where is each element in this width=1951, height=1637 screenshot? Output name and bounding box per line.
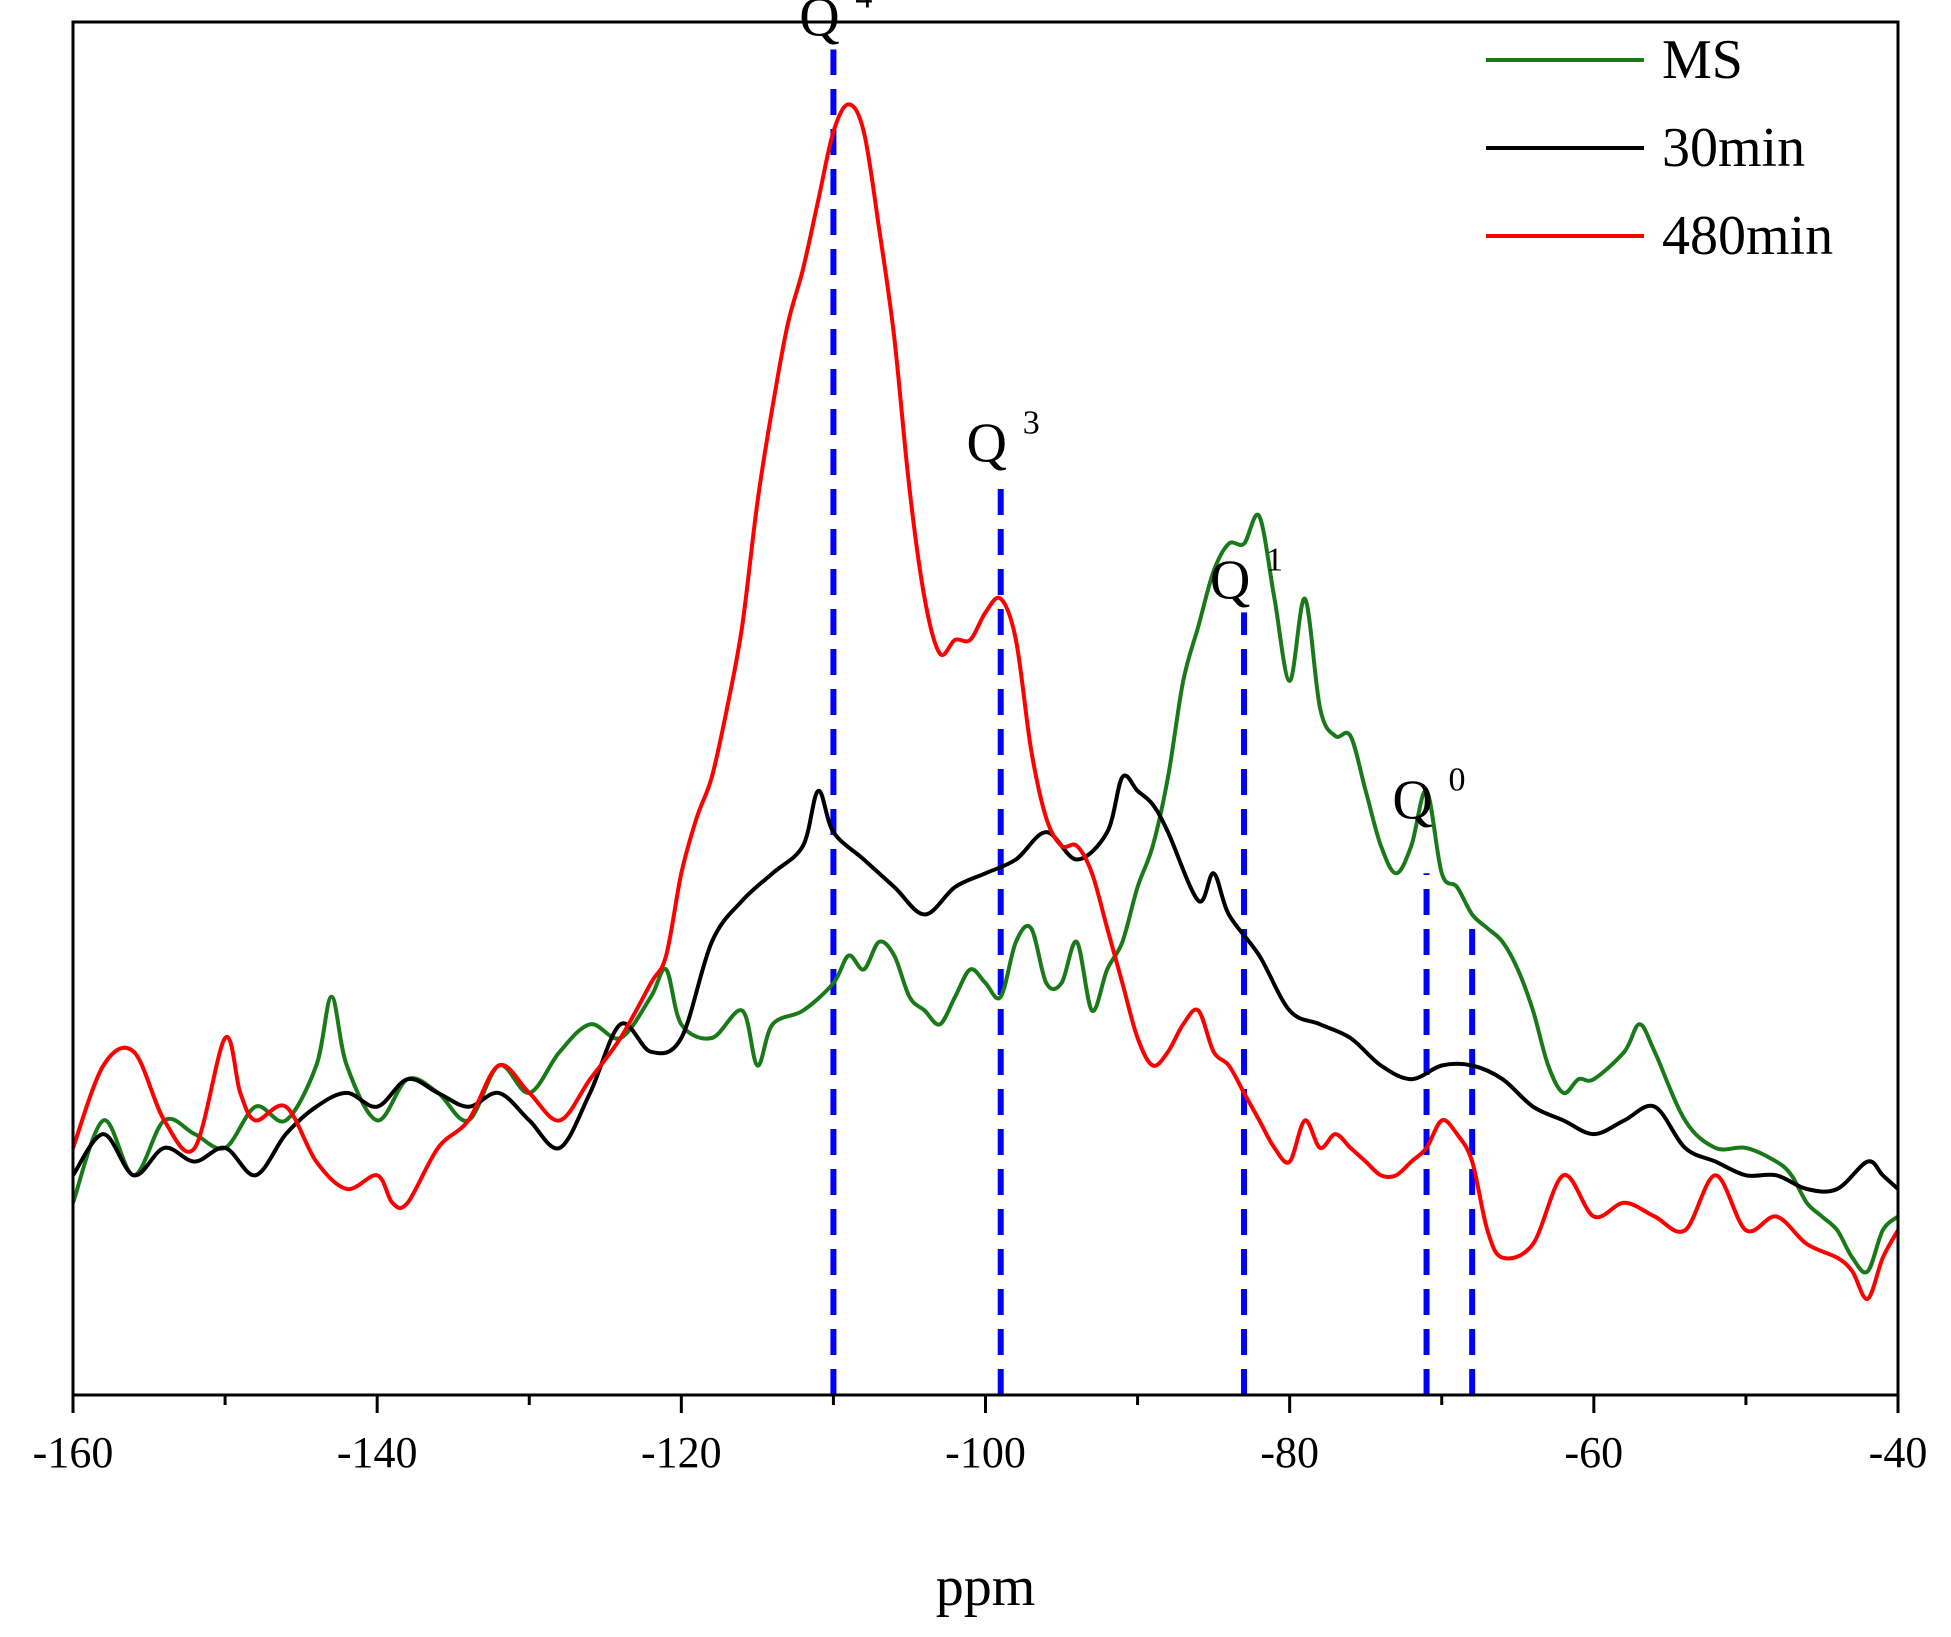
legend-label-480min: 480min bbox=[1662, 205, 1833, 267]
peak-label: Q bbox=[799, 0, 839, 49]
x-axis-title: ppm bbox=[936, 1556, 1036, 1618]
reference-lines bbox=[830, 49, 1476, 1395]
x-tick-label: -120 bbox=[641, 1428, 722, 1477]
peak-label: Q bbox=[1210, 550, 1250, 612]
x-tick-label: -80 bbox=[1260, 1428, 1319, 1477]
peak-label: Q bbox=[966, 412, 1006, 474]
series-group bbox=[71, 102, 1900, 1301]
peak-label: Q bbox=[1392, 769, 1432, 831]
x-tick-label: -100 bbox=[945, 1428, 1026, 1477]
x-tick-label: -40 bbox=[1869, 1428, 1928, 1477]
legend: MS 30min 480min bbox=[1486, 29, 1833, 267]
legend-label-30min: 30min bbox=[1662, 117, 1805, 179]
x-axis-ticks: -160 -140 -120 -100 -80 -60 -40 bbox=[33, 1395, 1928, 1477]
peak-label-superscript: 0 bbox=[1449, 761, 1466, 798]
legend-label-ms: MS bbox=[1662, 29, 1743, 91]
peak-label-superscript: 1 bbox=[1266, 542, 1283, 579]
peak-label-superscript: 4 bbox=[855, 0, 872, 16]
peak-label-superscript: 3 bbox=[1023, 404, 1040, 441]
series-line-480min bbox=[71, 102, 1900, 1301]
x-tick-label: -160 bbox=[33, 1428, 114, 1477]
peak-annotations: Q4Q3Q1Q0 bbox=[799, 0, 1465, 831]
series-line-30min bbox=[71, 773, 1900, 1194]
x-tick-label: -140 bbox=[337, 1428, 418, 1477]
x-tick-label: -60 bbox=[1565, 1428, 1624, 1477]
